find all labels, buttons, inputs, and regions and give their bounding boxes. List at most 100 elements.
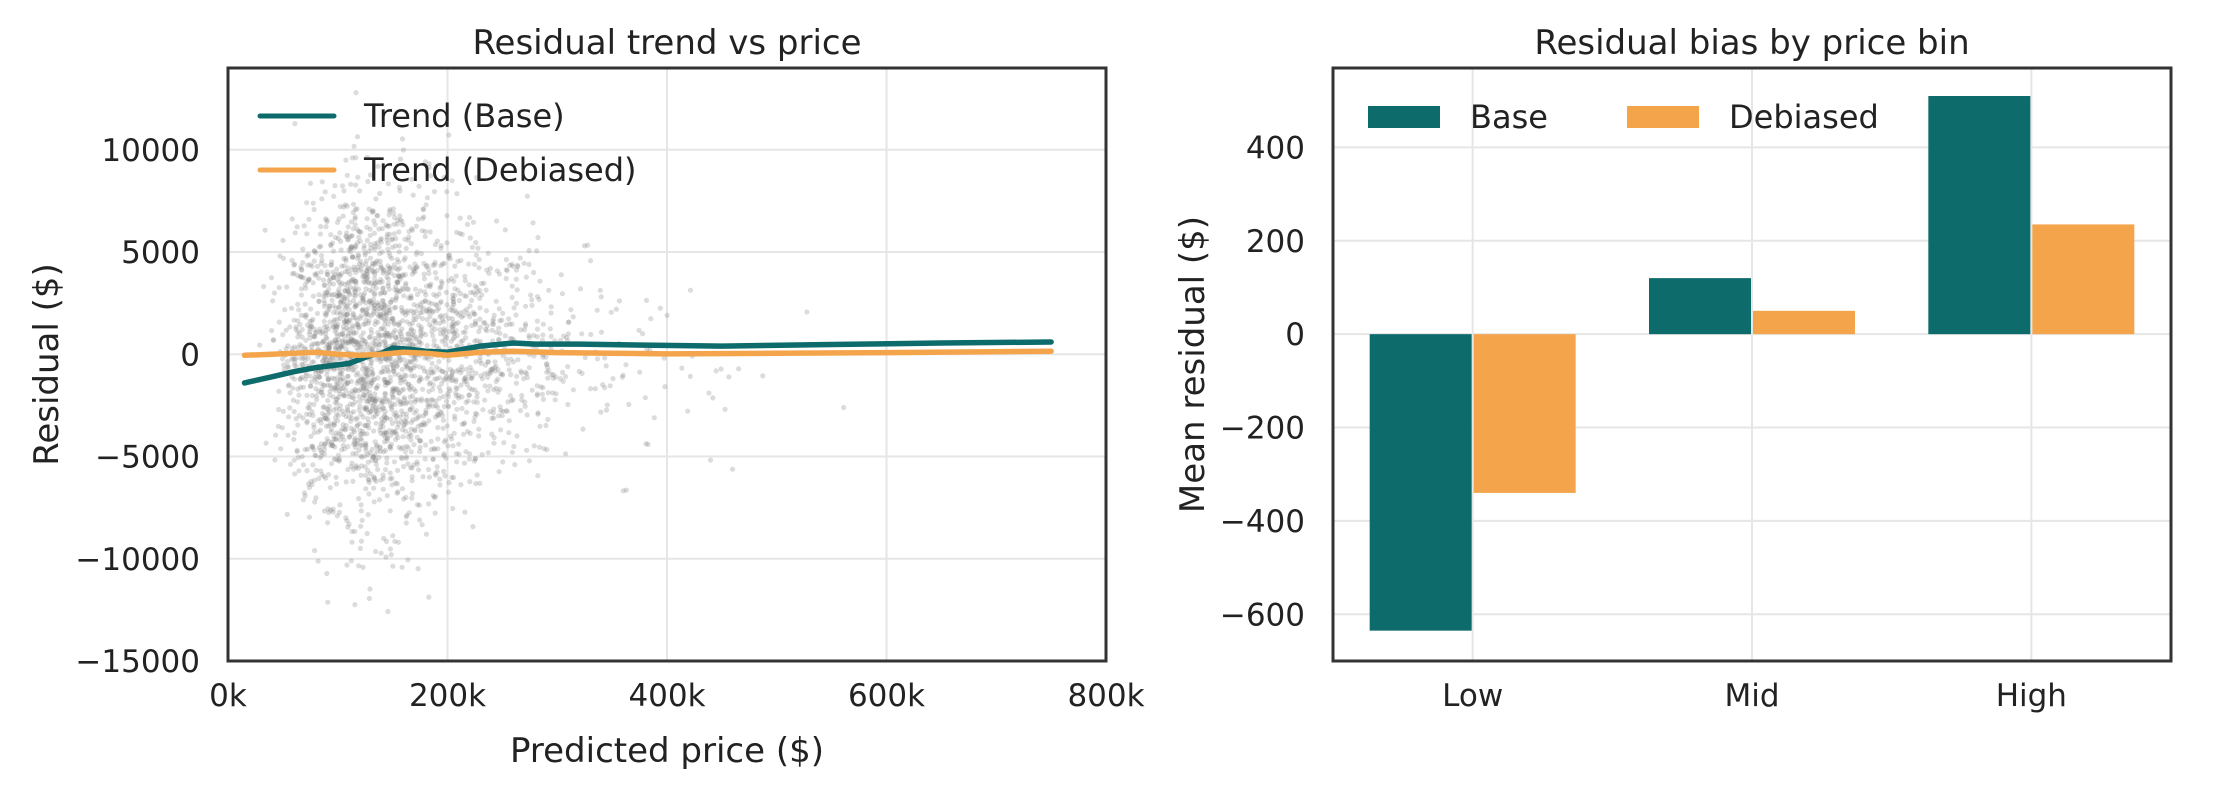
scatter-point bbox=[363, 373, 369, 379]
scatter-point bbox=[291, 376, 298, 382]
scatter-point bbox=[341, 327, 347, 333]
scatter-point bbox=[403, 494, 409, 500]
scatter-point bbox=[372, 302, 378, 308]
scatter-point bbox=[293, 416, 299, 422]
scatter-point bbox=[358, 442, 364, 448]
scatter-point bbox=[349, 339, 355, 345]
scatter-point bbox=[416, 378, 422, 384]
scatter-point bbox=[491, 364, 498, 371]
scatter-point bbox=[390, 316, 396, 322]
scatter-point bbox=[343, 321, 349, 327]
scatter-point bbox=[418, 324, 424, 330]
scatter-point bbox=[373, 259, 379, 265]
scatter-point bbox=[402, 236, 408, 242]
scatter-point bbox=[518, 368, 524, 374]
scatter-point bbox=[349, 394, 355, 400]
scatter-point bbox=[381, 290, 387, 296]
scatter-point bbox=[375, 163, 381, 169]
scatter-point bbox=[350, 367, 356, 373]
scatter-point bbox=[378, 420, 384, 427]
scatter-point bbox=[393, 418, 399, 424]
scatter-point bbox=[383, 311, 389, 317]
scatter-point bbox=[375, 213, 381, 219]
scatter-point bbox=[401, 372, 408, 378]
scatter-point bbox=[408, 338, 414, 344]
scatter-point bbox=[417, 301, 423, 307]
scatter-point bbox=[355, 440, 361, 446]
scatter-point bbox=[382, 467, 389, 473]
scatter-point bbox=[412, 396, 418, 403]
scatter-point bbox=[522, 327, 528, 333]
scatter-point bbox=[323, 293, 329, 299]
scatter-point bbox=[377, 448, 383, 454]
scatter-point bbox=[403, 401, 409, 407]
scatter-point bbox=[345, 289, 351, 295]
scatter-point bbox=[469, 373, 475, 379]
scatter-point bbox=[619, 374, 626, 380]
scatter-point bbox=[405, 434, 411, 440]
scatter-point bbox=[581, 243, 588, 249]
scatter-point bbox=[529, 297, 535, 303]
scatter-point bbox=[292, 230, 298, 236]
scatter-point bbox=[337, 292, 344, 298]
scatter-point bbox=[376, 302, 382, 308]
scatter-point bbox=[313, 495, 319, 501]
scatter-point bbox=[417, 517, 423, 523]
scatter-point bbox=[451, 399, 457, 406]
scatter-point bbox=[437, 388, 444, 394]
scatter-point bbox=[360, 298, 366, 304]
scatter-point bbox=[389, 441, 395, 447]
scatter-point bbox=[372, 246, 378, 252]
scatter-point bbox=[450, 368, 456, 374]
scatter-point bbox=[347, 245, 353, 251]
scatter-point bbox=[469, 375, 475, 381]
scatter-point bbox=[473, 320, 479, 326]
scatter-point bbox=[437, 285, 443, 291]
scatter-point bbox=[467, 364, 473, 370]
scatter-point bbox=[397, 320, 403, 326]
scatter-point bbox=[399, 408, 405, 414]
scatter-point bbox=[411, 302, 417, 308]
scatter-point bbox=[372, 221, 378, 228]
scatter-point bbox=[349, 528, 355, 535]
scatter-point bbox=[311, 401, 317, 407]
scatter-point bbox=[387, 265, 393, 271]
scatter-point bbox=[336, 291, 342, 297]
scatter-point bbox=[346, 333, 352, 339]
scatter-point bbox=[364, 216, 370, 222]
scatter-point bbox=[313, 467, 319, 473]
scatter-point bbox=[308, 344, 314, 350]
scatter-point bbox=[444, 302, 450, 308]
scatter-point bbox=[440, 417, 446, 423]
scatter-point bbox=[467, 479, 473, 485]
scatter-point bbox=[438, 410, 445, 416]
scatter-point bbox=[423, 292, 429, 298]
scatter-point bbox=[431, 495, 437, 501]
scatter-point bbox=[333, 436, 339, 442]
scatter-point bbox=[365, 451, 371, 457]
scatter-point bbox=[449, 178, 455, 184]
scatter-point bbox=[379, 355, 385, 361]
scatter-point bbox=[397, 399, 403, 405]
scatter-point bbox=[518, 327, 524, 333]
scatter-point bbox=[386, 212, 392, 218]
scatter-point bbox=[411, 365, 417, 371]
scatter-point bbox=[372, 341, 378, 348]
scatter-point bbox=[472, 456, 479, 462]
scatter-point bbox=[374, 356, 380, 362]
scatter-point bbox=[435, 425, 441, 431]
scatter-point bbox=[522, 321, 529, 327]
scatter-point bbox=[372, 475, 378, 481]
scatter-point bbox=[386, 380, 392, 386]
scatter-point bbox=[390, 330, 396, 336]
scatter-point bbox=[424, 307, 430, 313]
scatter-point bbox=[329, 292, 335, 298]
scatter-point bbox=[804, 309, 810, 315]
scatter-point bbox=[342, 427, 348, 433]
scatter-point bbox=[463, 374, 469, 380]
scatter-point bbox=[342, 378, 348, 384]
scatter-point bbox=[408, 327, 414, 333]
scatter-point bbox=[403, 373, 409, 379]
scatter-point bbox=[341, 446, 348, 452]
